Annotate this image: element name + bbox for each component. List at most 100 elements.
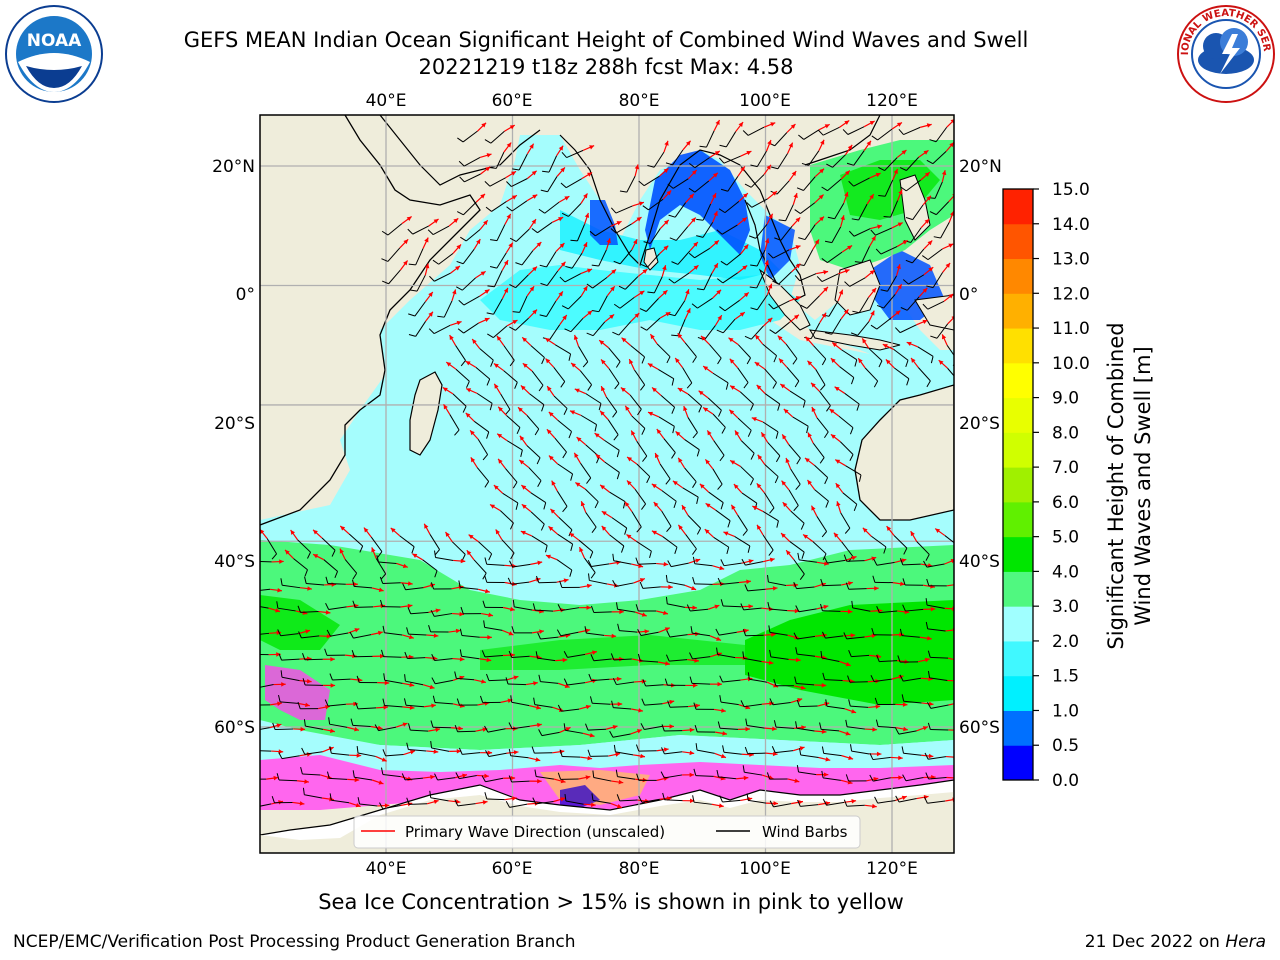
wave-direction-arrow (573, 334, 580, 347)
wind-barb (591, 295, 608, 313)
wind-barb (744, 584, 766, 592)
wind-barb (798, 224, 816, 241)
wave-direction-arrow (621, 337, 632, 346)
wind-barb (643, 228, 661, 245)
wave-direction-arrow (729, 385, 741, 393)
wind-barb (511, 626, 533, 634)
wind-barb (712, 413, 726, 434)
wind-barb (709, 344, 722, 365)
wind-barb (815, 369, 826, 391)
wind-barb (560, 178, 582, 189)
wave-direction-arrow (517, 406, 528, 416)
wind-barb (848, 699, 869, 708)
wind-barb (554, 437, 567, 459)
wave-direction-arrow (426, 799, 439, 805)
wave-direction-arrow (658, 627, 670, 633)
wave-direction-arrow (465, 412, 475, 422)
wave-direction-arrow (712, 289, 722, 299)
wave-direction-arrow (659, 167, 669, 177)
wind-barb (381, 649, 402, 658)
wave-direction-arrow (923, 606, 936, 612)
wind-barb (850, 744, 870, 755)
colorbar-segment (1003, 571, 1033, 607)
wave-direction-arrow (710, 192, 717, 205)
wave-direction-arrow (789, 314, 800, 323)
wind-barb (460, 606, 482, 615)
wind-barb (692, 556, 713, 567)
wave-direction-arrow (530, 560, 543, 566)
wind-barb (845, 465, 862, 482)
wave-direction-arrow (738, 579, 751, 584)
wind-barb (489, 151, 505, 169)
wind-barb (897, 655, 919, 663)
wave-direction-arrow (558, 195, 570, 203)
colorbar-segment (1003, 640, 1033, 677)
wave-direction-arrow (807, 479, 816, 490)
wave-direction-arrow (529, 705, 542, 710)
wind-barb (767, 442, 781, 463)
colorbar-tick-label: 7.0 (1052, 458, 1079, 478)
wave-direction-arrow (896, 149, 907, 159)
wind-barb (671, 250, 691, 265)
wave-direction-arrow (831, 341, 843, 351)
wave-direction-arrow (269, 723, 282, 729)
colorbar-tick-label: 11.0 (1052, 319, 1090, 339)
chart-title: GEFS MEAN Indian Ocean Significant Heigh… (183, 28, 1029, 52)
wind-barb (260, 653, 269, 656)
wind-barb (778, 204, 794, 222)
wave-direction-arrow (449, 748, 462, 754)
wind-barb (260, 803, 272, 807)
wave-direction-arrow (789, 296, 802, 302)
wind-barb (505, 801, 528, 808)
wind-barb (635, 557, 657, 565)
wave-direction-arrow (375, 755, 387, 762)
wind-barb (323, 559, 339, 578)
wind-barb (608, 368, 620, 390)
wave-direction-arrow (687, 169, 698, 180)
wave-direction-arrow (709, 150, 721, 158)
wind-barb (538, 674, 559, 684)
wind-barb (930, 323, 949, 339)
wave-direction-arrow (709, 681, 722, 687)
wind-barb (821, 770, 841, 781)
wind-barb (348, 533, 364, 553)
wave-direction-arrow (754, 334, 764, 345)
wave-direction-arrow (785, 549, 795, 560)
wind-barb (693, 702, 714, 710)
wave-direction-arrow (816, 561, 829, 566)
wave-direction-arrow (312, 529, 323, 539)
wave-direction-arrow (448, 217, 459, 227)
wave-direction-arrow (840, 308, 849, 320)
wave-direction-arrow (504, 796, 517, 801)
wind-barb (878, 179, 894, 197)
wave-direction-arrow (870, 224, 883, 230)
wind-barb (843, 632, 865, 640)
wind-barb (716, 224, 738, 235)
wave-direction-arrow (943, 293, 954, 302)
wave-direction-arrow (818, 123, 830, 131)
wind-barb (509, 317, 529, 331)
wind-barb (329, 746, 350, 756)
wind-barb (901, 694, 922, 704)
wind-barb (687, 393, 703, 413)
wave-direction-arrow (425, 311, 434, 322)
low-wave-arabian-coast (590, 200, 618, 245)
wind-barb (553, 395, 568, 415)
wind-barb (899, 628, 920, 638)
wind-barb (428, 625, 449, 633)
wind-barb (762, 343, 778, 363)
wave-direction-arrow (634, 164, 640, 177)
wave-direction-arrow (709, 239, 720, 249)
wave-direction-arrow (504, 213, 512, 225)
wind-barb (276, 773, 298, 782)
wind-barb (557, 772, 579, 780)
wave-direction-arrow (819, 286, 829, 297)
wind-barb (303, 719, 324, 730)
wave-direction-arrow (559, 314, 568, 326)
wave-direction-arrow (811, 406, 818, 419)
wave-direction-arrow (548, 455, 559, 465)
wave-direction-arrow (886, 525, 895, 536)
wave-direction-arrow (807, 432, 814, 444)
wave-direction-arrow (496, 433, 508, 442)
wind-barb (302, 787, 323, 799)
